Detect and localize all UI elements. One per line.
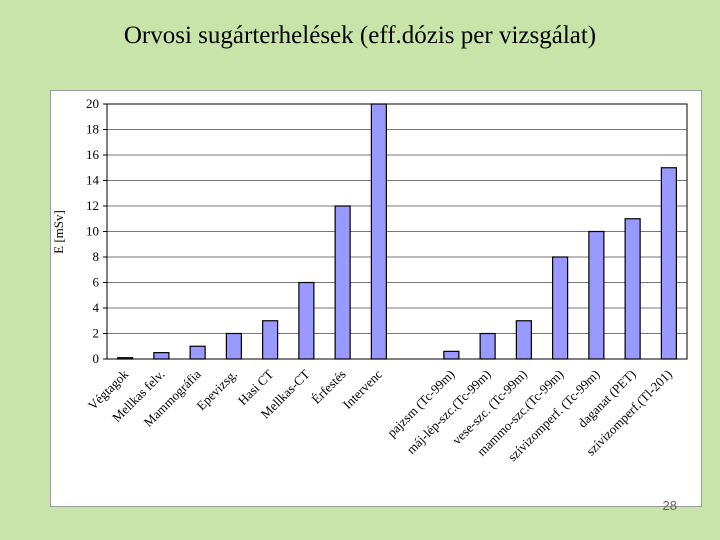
bar [298,281,315,360]
y-tick-label: 20 [86,96,99,111]
y-tick-label: 14 [86,173,100,188]
bar [153,352,170,360]
bar [515,320,532,360]
bar [588,230,605,360]
bar [624,218,641,360]
y-tick-label: 10 [86,224,99,239]
bar [334,205,351,360]
bar [189,345,206,360]
y-tick-label: 2 [93,326,100,341]
y-tick-label: 12 [86,198,99,213]
slide-title: Orvosi sugárterhelések (eff.dózis per vi… [123,22,597,49]
bar [479,332,496,360]
y-tick-label: 18 [86,122,99,137]
y-axis-label: E [mSv] [51,210,66,254]
bar [225,332,242,360]
x-tick-label: Epevizsg. [193,367,240,414]
page-number: 28 [662,498,677,513]
y-tick-label: 0 [93,351,100,366]
x-tick-label: Intervenc [340,366,385,411]
chart-panel: 0 2 4 6 8 10 12 14 16 18 20 Végtagok Mellkas felv. M… [50,90,702,507]
y-tick-label: 4 [93,300,100,315]
y-tick-labels: 0 2 4 6 8 10 12 14 16 18 20 [86,96,107,366]
y-tick-label: 16 [86,147,100,162]
bars [117,103,677,360]
y-tick-label: 8 [93,249,100,264]
bar [660,167,677,360]
y-tick-label: 6 [93,275,100,290]
bar [443,350,460,360]
bar [552,256,569,360]
bar [370,103,387,360]
bar [262,320,279,360]
